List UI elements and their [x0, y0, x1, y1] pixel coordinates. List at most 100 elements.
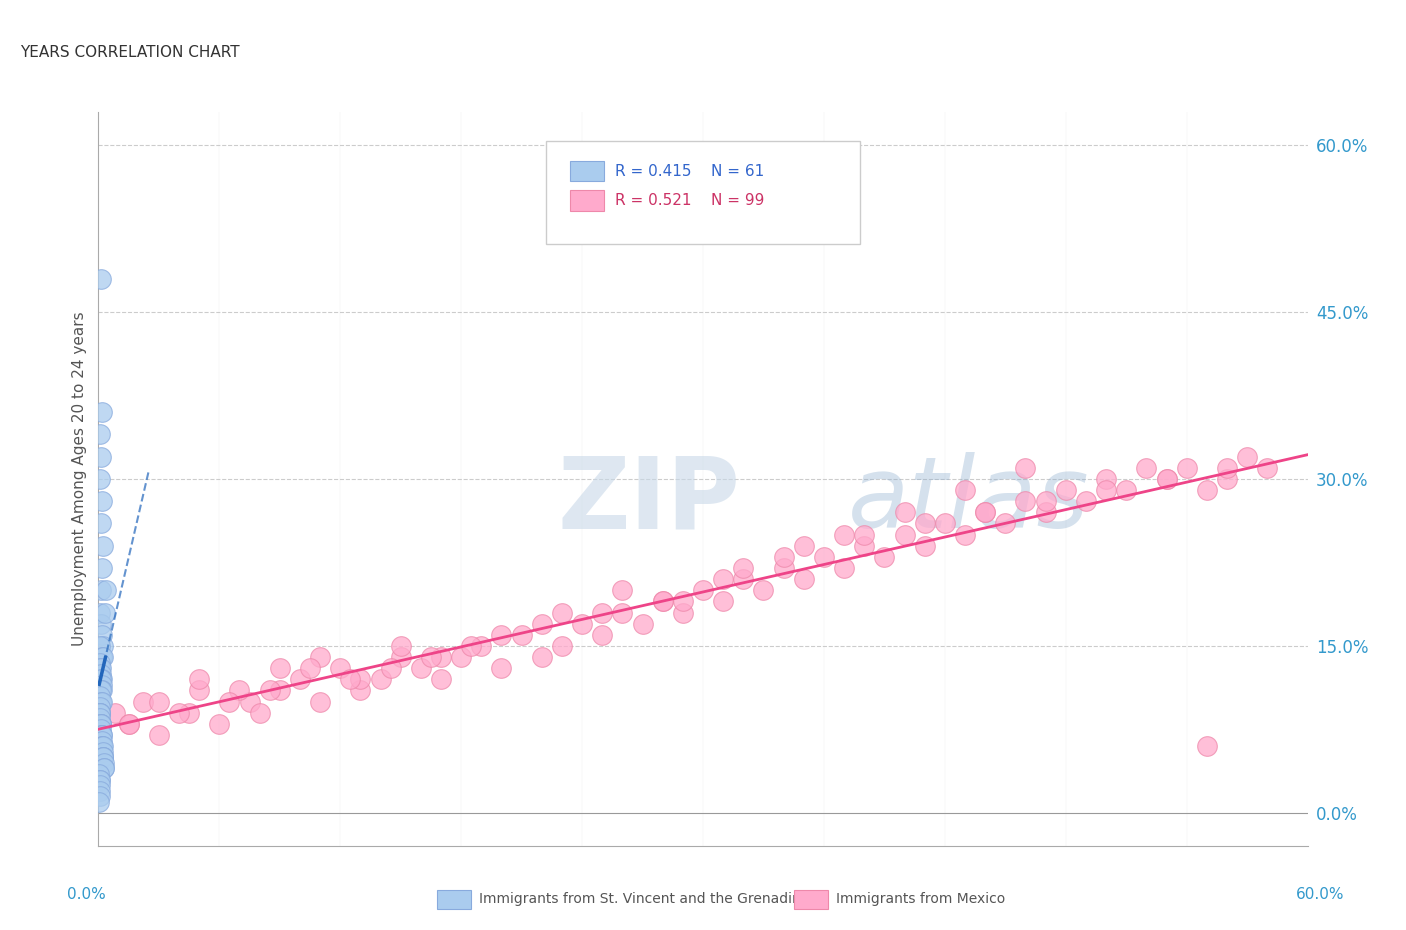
Point: [853, 527, 876, 542]
Bar: [569, 161, 603, 181]
Point: [90, 716, 112, 731]
Point: [1156, 472, 1178, 486]
Point: [733, 572, 755, 587]
Point: [89, 711, 111, 725]
Point: [91, 738, 114, 753]
Point: [91, 494, 114, 509]
Point: [188, 683, 211, 698]
Point: [94, 605, 117, 620]
Point: [89, 794, 111, 809]
Text: R = 0.521    N = 99: R = 0.521 N = 99: [614, 193, 763, 208]
Point: [1216, 472, 1239, 486]
Point: [118, 716, 141, 731]
Point: [551, 639, 574, 654]
Point: [460, 639, 482, 654]
Point: [269, 660, 291, 675]
Point: [89, 699, 111, 714]
Point: [612, 583, 634, 598]
Point: [93, 761, 115, 776]
Point: [711, 594, 734, 609]
Point: [179, 705, 201, 720]
Point: [89, 783, 111, 798]
Point: [90, 727, 112, 742]
Bar: [437, 890, 471, 909]
Point: [772, 550, 794, 565]
Text: ZIP: ZIP: [558, 453, 741, 550]
Point: [90, 722, 112, 737]
Point: [269, 683, 291, 698]
Point: [612, 605, 634, 620]
Point: [510, 628, 533, 643]
Point: [1074, 494, 1097, 509]
Point: [91, 750, 114, 764]
Point: [90, 694, 112, 709]
Point: [90, 716, 112, 731]
Point: [90, 727, 112, 742]
Point: [90, 272, 112, 286]
Bar: [569, 191, 603, 211]
Point: [90, 683, 112, 698]
Point: [90, 666, 112, 681]
Point: [132, 694, 155, 709]
Text: YEARS CORRELATION CHART: YEARS CORRELATION CHART: [20, 46, 239, 60]
Point: [90, 628, 112, 643]
Point: [89, 688, 111, 703]
Point: [339, 671, 361, 686]
Point: [752, 583, 775, 598]
Point: [1014, 494, 1036, 509]
Point: [91, 639, 114, 654]
Text: R = 0.415    N = 61: R = 0.415 N = 61: [614, 164, 763, 179]
Point: [93, 755, 115, 770]
Point: [93, 761, 115, 776]
Point: [571, 617, 593, 631]
Point: [994, 516, 1017, 531]
Point: [389, 650, 412, 665]
Point: [953, 527, 976, 542]
Point: [1035, 505, 1057, 520]
Point: [91, 650, 114, 665]
Point: [974, 505, 997, 520]
Point: [89, 705, 111, 720]
Point: [832, 561, 855, 576]
Point: [793, 572, 815, 587]
Point: [893, 505, 915, 520]
Point: [299, 660, 322, 675]
Point: [90, 694, 112, 709]
Point: [450, 650, 472, 665]
Point: [91, 671, 114, 686]
Point: [288, 671, 311, 686]
Point: [89, 772, 111, 787]
Point: [90, 671, 112, 686]
Point: [953, 483, 976, 498]
Point: [228, 683, 250, 698]
Point: [530, 650, 553, 665]
Point: [208, 716, 231, 731]
Point: [1236, 449, 1258, 464]
Point: [672, 594, 695, 609]
Point: [91, 650, 114, 665]
Point: [772, 561, 794, 576]
Point: [90, 561, 112, 576]
Point: [591, 605, 613, 620]
Point: [89, 639, 111, 654]
Point: [551, 605, 574, 620]
Text: Immigrants from St. Vincent and the Grenadines: Immigrants from St. Vincent and the Gren…: [479, 892, 817, 906]
Point: [893, 527, 915, 542]
Point: [349, 671, 371, 686]
Point: [89, 777, 111, 792]
Point: [409, 660, 432, 675]
Point: [167, 705, 190, 720]
Bar: [793, 890, 828, 909]
Point: [91, 733, 114, 748]
Point: [329, 660, 352, 675]
Text: atlas: atlas: [848, 453, 1090, 550]
Point: [90, 727, 112, 742]
Point: [491, 628, 513, 643]
Point: [430, 650, 453, 665]
Point: [249, 705, 271, 720]
Point: [89, 660, 111, 675]
Point: [1014, 460, 1036, 475]
Point: [89, 789, 111, 804]
Point: [90, 516, 112, 531]
Point: [873, 550, 896, 565]
